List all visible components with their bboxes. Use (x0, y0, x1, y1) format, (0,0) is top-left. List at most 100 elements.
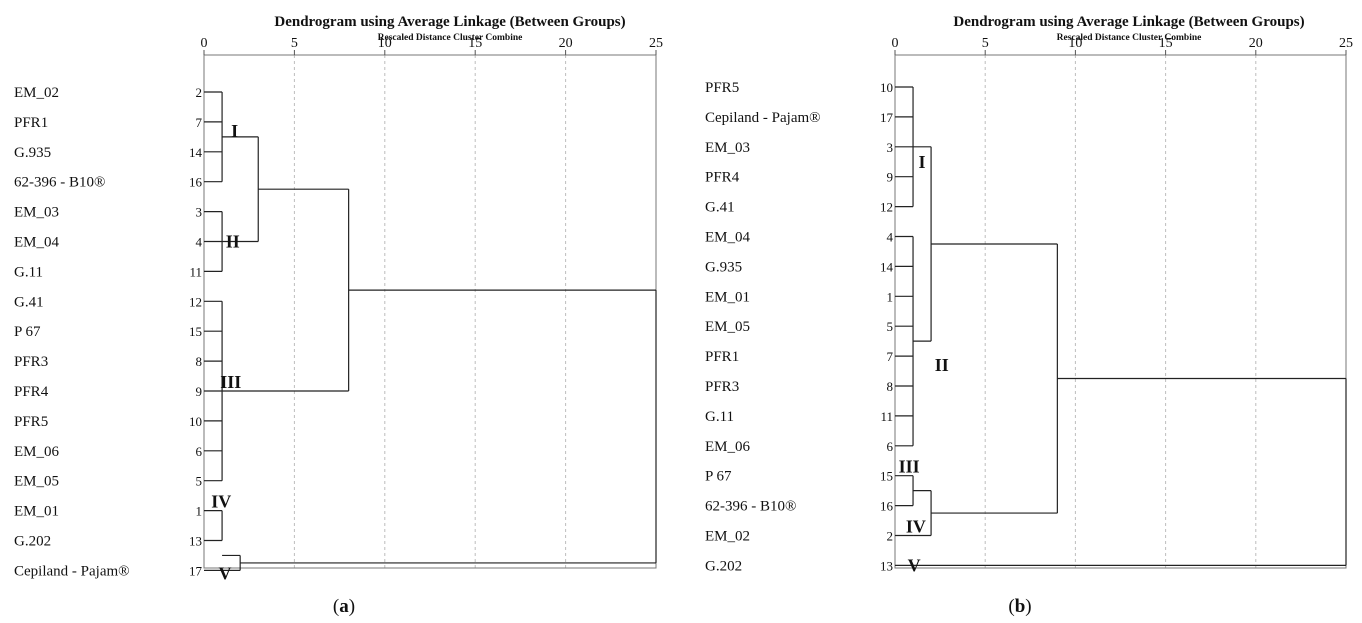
x-tick-label: 20 (1249, 36, 1263, 51)
leaf-label: PFR1 (705, 349, 739, 365)
x-tick-label: 5 (291, 36, 298, 51)
leaf-index: 13 (880, 558, 893, 573)
cluster-group-label: III (899, 457, 920, 477)
leaf-index: 12 (880, 200, 893, 215)
x-tick-label: 5 (982, 36, 989, 51)
caption-a: (a) (333, 596, 355, 617)
cluster-group-label: III (220, 372, 241, 392)
leaf-label: PFR5 (705, 80, 739, 96)
plot-frame (203, 54, 657, 569)
leaf-label: 62-396 - B10® (705, 499, 796, 515)
leaf-label: PFR3 (705, 379, 739, 395)
leaf-index: 17 (880, 110, 894, 125)
leaf-label: PFR3 (14, 354, 48, 370)
dendrogram-panel-a: Dendrogram using Average Linkage (Betwee… (14, 14, 663, 583)
leaf-index: 15 (189, 324, 202, 339)
panel-b-subtitle: Rescaled Distance Cluster Combine (1057, 33, 1202, 43)
leaf-label: G.41 (14, 294, 44, 310)
leaf-label: EM_04 (705, 230, 751, 246)
leaf-label: EM_03 (705, 140, 750, 156)
x-tick-label: 0 (201, 36, 208, 51)
leaf-label: PFR4 (14, 384, 49, 400)
leaf-index: 14 (880, 259, 894, 274)
leaf-index: 2 (196, 85, 203, 100)
leaf-label: G.202 (14, 534, 51, 550)
leaf-label: EM_01 (705, 289, 750, 305)
x-tick-label: 15 (468, 36, 482, 51)
leaf-label: EM_02 (14, 85, 59, 101)
leaf-label: G.11 (14, 264, 43, 280)
cluster-group-label: II (935, 355, 949, 375)
leaf-index: 10 (189, 414, 202, 429)
leaf-label: Cepiland - Pajam® (705, 110, 821, 126)
leaf-label: G.41 (705, 200, 735, 216)
leaf-label: P 67 (14, 324, 41, 340)
leaf-index: 12 (189, 294, 202, 309)
cluster-group-label: I (918, 152, 925, 172)
leaf-label: G.11 (705, 409, 734, 425)
x-tick-label: 10 (378, 36, 392, 51)
panel-a-title: Dendrogram using Average Linkage (Betwee… (274, 14, 625, 30)
x-tick-label: 0 (892, 36, 899, 51)
leaf-label: EM_01 (14, 504, 59, 520)
leaf-label: Cepiland - Pajam® (14, 563, 130, 579)
caption-a-close: ) (349, 596, 355, 617)
leaf-label: P 67 (705, 469, 732, 485)
leaf-label: G.935 (14, 145, 51, 161)
caption-b: (b) (1008, 596, 1031, 617)
caption-b-close: ) (1025, 596, 1031, 617)
leaf-index: 17 (189, 563, 203, 578)
leaf-label: EM_06 (14, 444, 60, 460)
leaf-index: 11 (189, 264, 202, 279)
leaf-index: 11 (880, 409, 893, 424)
leaf-label: EM_04 (14, 235, 60, 251)
leaf-index: 13 (189, 534, 202, 549)
leaf-index: 7 (887, 349, 894, 364)
leaf-label: EM_06 (705, 439, 751, 455)
leaf-index: 16 (880, 499, 894, 514)
x-tick-label: 20 (559, 36, 573, 51)
leaf-label: PFR4 (705, 170, 740, 186)
leaf-index: 6 (887, 439, 894, 454)
caption-b-open: ( (1008, 596, 1014, 617)
leaf-index: 5 (196, 474, 203, 489)
leaf-label: EM_05 (14, 474, 59, 490)
plot-frame (894, 54, 1347, 569)
panel-a-subtitle: Rescaled Distance Cluster Combine (378, 33, 523, 43)
leaf-index: 15 (880, 469, 893, 484)
leaf-index: 9 (196, 384, 203, 399)
leaf-label: EM_03 (14, 205, 59, 221)
leaf-index: 2 (887, 529, 894, 544)
dendrogram-panel-b: Dendrogram using Average Linkage (Betwee… (705, 14, 1353, 575)
x-tick-label: 15 (1159, 36, 1173, 51)
x-tick-label: 10 (1068, 36, 1082, 51)
leaf-index: 1 (887, 289, 894, 304)
leaf-index: 1 (196, 504, 203, 519)
leaf-index: 7 (196, 115, 203, 130)
leaf-index: 14 (189, 145, 203, 160)
leaf-label: EM_02 (705, 529, 750, 545)
leaf-index: 4 (196, 235, 203, 250)
leaf-index: 16 (189, 175, 203, 190)
leaf-label: 62-396 - B10® (14, 175, 105, 191)
caption-a-open: ( (333, 596, 339, 617)
cluster-group-label: I (231, 121, 238, 141)
cluster-group-label: V (908, 555, 921, 575)
leaf-label: EM_05 (705, 319, 750, 335)
leaf-index: 5 (887, 319, 894, 334)
leaf-label: PFR5 (14, 414, 48, 430)
leaf-index: 9 (887, 170, 894, 185)
leaf-index: 3 (887, 140, 894, 155)
panel-b-title: Dendrogram using Average Linkage (Betwee… (953, 14, 1304, 30)
leaf-index: 8 (887, 379, 894, 394)
leaf-label: PFR1 (14, 115, 48, 131)
cluster-group-label: V (218, 563, 231, 583)
leaf-index: 6 (196, 444, 203, 459)
leaf-label: G.935 (705, 259, 742, 275)
leaf-label: G.202 (705, 558, 742, 574)
caption-a-letter: a (339, 596, 349, 617)
x-tick-label: 25 (649, 36, 663, 51)
leaf-index: 4 (887, 230, 894, 245)
